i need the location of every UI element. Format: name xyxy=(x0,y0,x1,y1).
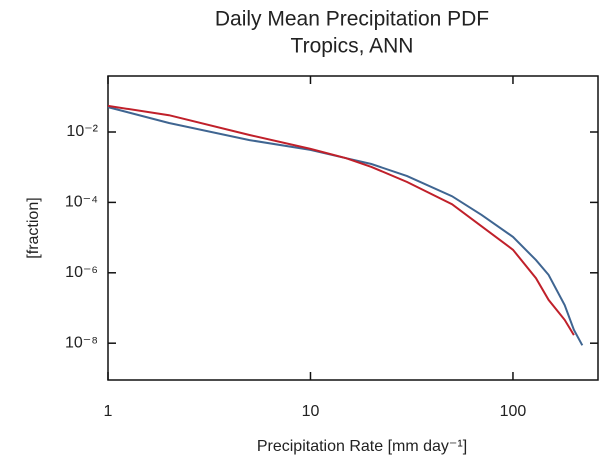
y-tick-label: 10⁻² xyxy=(66,123,98,140)
chart-subtitle: Tropics, ANN xyxy=(291,35,414,58)
series-line xyxy=(107,106,584,346)
series-line xyxy=(107,104,575,336)
y-tick-label: 10⁻⁴ xyxy=(65,194,98,211)
plot-frame xyxy=(107,75,599,381)
y-tick-label: 10⁻⁶ xyxy=(65,264,98,281)
x-tick-label: 10 xyxy=(302,403,320,420)
x-tick-label: 1 xyxy=(104,403,113,420)
chart-title: Daily Mean Precipitation PDF xyxy=(215,8,489,31)
y-tick-label: 10⁻⁸ xyxy=(65,334,98,351)
x-axis-label: Precipitation Rate [mm day⁻¹] xyxy=(257,438,467,455)
x-tick-label: 100 xyxy=(500,403,527,420)
y-axis-label: [fraction] xyxy=(25,197,42,258)
